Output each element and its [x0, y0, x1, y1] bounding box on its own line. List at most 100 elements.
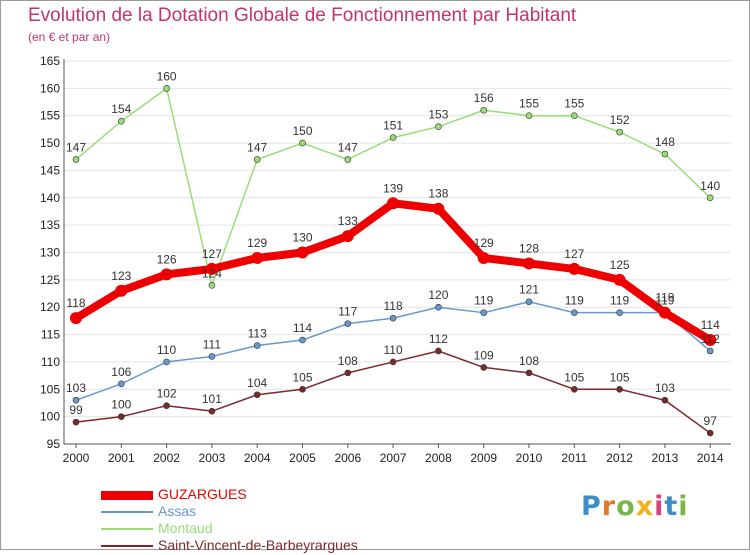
data-label: 138: [428, 187, 448, 201]
data-label: 133: [338, 214, 358, 228]
data-label: 129: [247, 236, 267, 250]
data-point: [570, 112, 578, 120]
data-label: 127: [564, 247, 584, 261]
data-label: 103: [66, 381, 86, 395]
data-point: [118, 117, 125, 125]
legend-swatch: [101, 490, 153, 500]
data-point: [387, 197, 400, 210]
x-tick-label: 2011: [561, 451, 587, 465]
data-point: [616, 128, 623, 136]
x-tick-label: 2006: [334, 451, 361, 465]
data-label: 125: [610, 258, 630, 272]
data-point: [299, 385, 306, 393]
y-tick-label: 145: [40, 163, 60, 177]
x-tick-label: 2003: [199, 451, 226, 465]
data-point: [435, 347, 442, 355]
data-label: 128: [519, 241, 539, 255]
data-point: [72, 156, 80, 163]
data-label: 148: [655, 135, 675, 149]
y-tick-label: 140: [40, 191, 60, 205]
data-label: 112: [701, 332, 720, 346]
data-label: 119: [655, 294, 674, 308]
data-point: [70, 312, 82, 325]
data-label: 123: [111, 269, 131, 283]
data-point: [570, 385, 578, 393]
data-point: [477, 251, 490, 264]
data-label: 105: [564, 370, 584, 384]
legend-swatch: [101, 511, 153, 513]
axes: 95 100 105 110 115 120 125 130 135 140 145 150 155 16…: [40, 54, 731, 465]
data-label: 105: [292, 370, 312, 384]
data-point: [163, 402, 170, 410]
data-point: [525, 112, 533, 120]
x-tick-label: 2005: [289, 451, 316, 465]
proxiti-logo: Proxiti: [581, 491, 689, 522]
data-label: 147: [247, 140, 267, 154]
data-label: 105: [610, 370, 630, 384]
data-point: [616, 385, 623, 393]
y-tick-label: 120: [40, 300, 60, 314]
data-point: [299, 336, 306, 344]
data-label: 118: [384, 299, 403, 313]
x-tick-label: 2000: [63, 451, 90, 465]
data-labels: 99 100 102 101 104 105 108 110 112 109 108 105 105 10…: [66, 69, 721, 428]
x-tick-label: 2004: [244, 451, 271, 465]
data-label: 112: [429, 332, 448, 346]
data-point: [296, 246, 309, 259]
data-label: 124: [202, 266, 222, 280]
data-label: 130: [292, 231, 312, 245]
legend-label: Saint-Vincent-de-Barbeyrargues: [158, 537, 358, 553]
data-point: [616, 309, 623, 316]
data-point: [435, 303, 442, 311]
data-point: [208, 407, 216, 415]
data-label: 147: [338, 140, 358, 154]
y-tick-label: 110: [41, 355, 60, 369]
logo-letter: o: [616, 491, 636, 522]
y-tick-label: 150: [40, 136, 60, 150]
data-point: [253, 342, 261, 349]
data-point: [251, 251, 264, 264]
data-label: 126: [157, 252, 177, 266]
data-label: 152: [610, 113, 630, 127]
data-label: 97: [704, 414, 718, 428]
x-tick-label: 2012: [606, 451, 633, 465]
data-point: [163, 85, 170, 92]
data-label: 119: [655, 291, 674, 305]
data-point: [432, 202, 445, 215]
data-label: 103: [655, 381, 675, 395]
series-lines: [70, 85, 717, 437]
data-point: [704, 334, 717, 347]
data-point: [344, 156, 352, 163]
data-label: 140: [700, 179, 720, 193]
data-point: [480, 106, 488, 114]
data-point: [525, 298, 533, 306]
legend-label: Assas: [158, 503, 197, 519]
legend-label: Montaud: [158, 520, 213, 536]
data-label: 160: [157, 69, 177, 83]
data-point: [525, 369, 533, 377]
y-tick-label: 95: [47, 437, 61, 451]
data-point: [253, 156, 261, 163]
y-tick-label: 160: [40, 81, 60, 95]
x-tick-label: 2013: [652, 451, 679, 465]
data-label: 120: [428, 288, 448, 302]
data-point: [480, 364, 488, 371]
x-tick-label: 2008: [425, 451, 452, 465]
data-label: 119: [565, 294, 584, 308]
data-label: 110: [157, 343, 176, 357]
data-label: 150: [292, 124, 312, 138]
data-label: 118: [66, 296, 85, 310]
logo-letter: i: [654, 491, 665, 522]
data-label: 113: [248, 327, 267, 341]
x-tick-label: 2002: [153, 451, 180, 465]
data-point: [205, 262, 218, 275]
chart-subtitle: (en € et par an): [28, 30, 111, 44]
y-tick-label: 115: [41, 328, 60, 342]
legend-swatch: [101, 545, 153, 547]
data-point: [160, 268, 173, 281]
logo-letter: t: [664, 491, 679, 522]
y-tick-label: 100: [40, 410, 60, 424]
x-tick-label: 2007: [380, 451, 407, 465]
